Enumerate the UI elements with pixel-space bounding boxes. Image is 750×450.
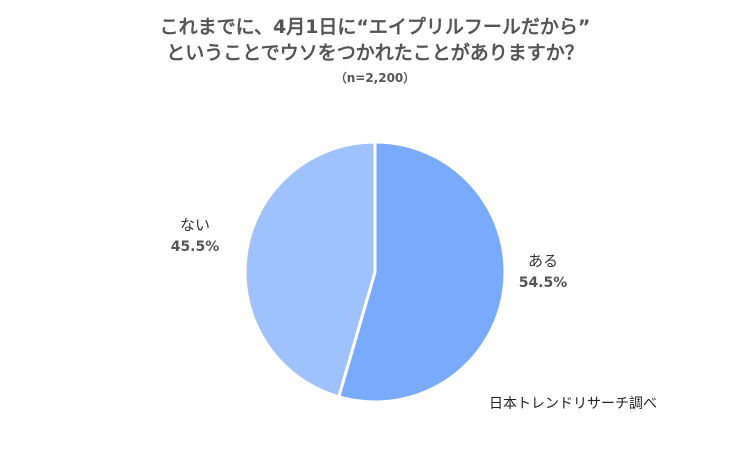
chart-title: これまでに、4月1日に“エイプリルフールだから” ということでウソをつかれたこと… xyxy=(0,14,750,66)
slice-aru xyxy=(337,140,507,404)
source-credit: 日本トレンドリサーチ調べ xyxy=(489,396,657,412)
pie-slices xyxy=(243,140,507,404)
slice-label-nai-percent: 45.5% xyxy=(170,239,220,255)
slice-label-aru: ある 54.5% xyxy=(511,250,575,294)
chart-title-line-1: これまでに、4月1日に“エイプリルフールだから” xyxy=(159,16,591,38)
slice-nai xyxy=(243,140,377,399)
chart-subtitle: （n=2,200） xyxy=(334,71,416,85)
chart-title-line-2: ということでウソをつかれたことがありますか？ xyxy=(166,42,584,64)
slice-label-aru-percent: 54.5% xyxy=(518,275,568,291)
slice-label-nai: ない 45.5% xyxy=(163,214,227,258)
slice-label-nai-name: ない xyxy=(179,216,210,234)
slice-label-aru-name: ある xyxy=(527,252,558,270)
